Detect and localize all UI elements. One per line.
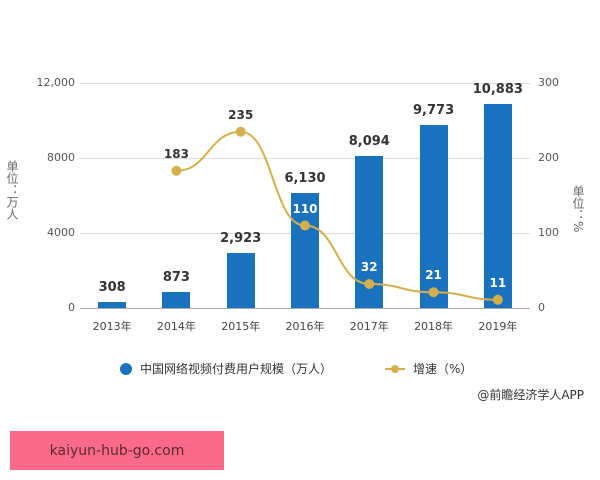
bar-value-label: 8,094	[348, 134, 390, 150]
bar-value-label: 9,773	[413, 102, 455, 118]
legend-circle-icon	[120, 362, 132, 375]
line-value-label: 235	[228, 107, 254, 122]
source-attribution: @前瞻经济学人APP	[477, 388, 584, 402]
x-tick: 2016年	[285, 320, 325, 333]
y-tick: 12,000	[36, 76, 76, 89]
legend-bar-label: 中国网络视频付费用户规模（万人）	[140, 362, 333, 376]
bar-value-label: 6,130	[284, 171, 326, 187]
legend-line-label: 增速（%）	[413, 362, 473, 376]
line-value-label: 110	[292, 201, 318, 216]
y2-tick: 200	[538, 151, 559, 164]
y-tick: 8000	[47, 151, 75, 164]
x-axis	[80, 308, 530, 309]
gridline	[80, 83, 530, 84]
legend-line: 增速（%）	[385, 360, 472, 377]
gridline	[80, 158, 530, 159]
bar-value-label: 308	[98, 280, 126, 296]
line-point	[364, 279, 375, 289]
line-point	[235, 126, 246, 137]
bar-value-label: 873	[162, 269, 190, 285]
bar	[162, 291, 191, 308]
x-tick: 2014年	[156, 320, 196, 333]
line-point	[171, 165, 182, 176]
x-tick: 2015年	[221, 320, 261, 333]
y-tick: 4000	[47, 226, 75, 239]
line-value-label: 183	[163, 146, 189, 161]
line-value-label: 11	[489, 275, 507, 290]
bar	[98, 302, 127, 308]
line-point	[492, 294, 503, 305]
y2-tick: 100	[538, 226, 559, 239]
line-point	[300, 220, 310, 231]
watermark-banner[interactable]: kaiyun-hub-go.com	[10, 431, 224, 470]
line-point	[428, 287, 439, 298]
bar	[483, 103, 512, 308]
bar	[419, 124, 448, 308]
y2-tick: 300	[538, 76, 559, 89]
y2-tick: 0	[538, 301, 545, 314]
x-tick: 2019年	[478, 320, 518, 333]
y2-axis-label: 单位：%	[571, 185, 585, 233]
bar	[291, 193, 319, 308]
legend-bar: 中国网络视频付费用户规模（万人）	[120, 360, 332, 377]
bar	[226, 253, 255, 308]
x-tick: 2018年	[414, 320, 454, 333]
x-tick: 2017年	[349, 320, 389, 333]
x-tick: 2013年	[92, 320, 132, 333]
line-value-label: 21	[425, 268, 442, 283]
bar-value-label: 10,883	[472, 81, 523, 97]
line-value-label: 32	[360, 260, 378, 274]
y-tick: 0	[68, 301, 75, 314]
bar-value-label: 2,923	[220, 231, 262, 247]
y-axis-label: 单位：万人	[5, 160, 19, 220]
legend-line-icon	[385, 364, 405, 373]
